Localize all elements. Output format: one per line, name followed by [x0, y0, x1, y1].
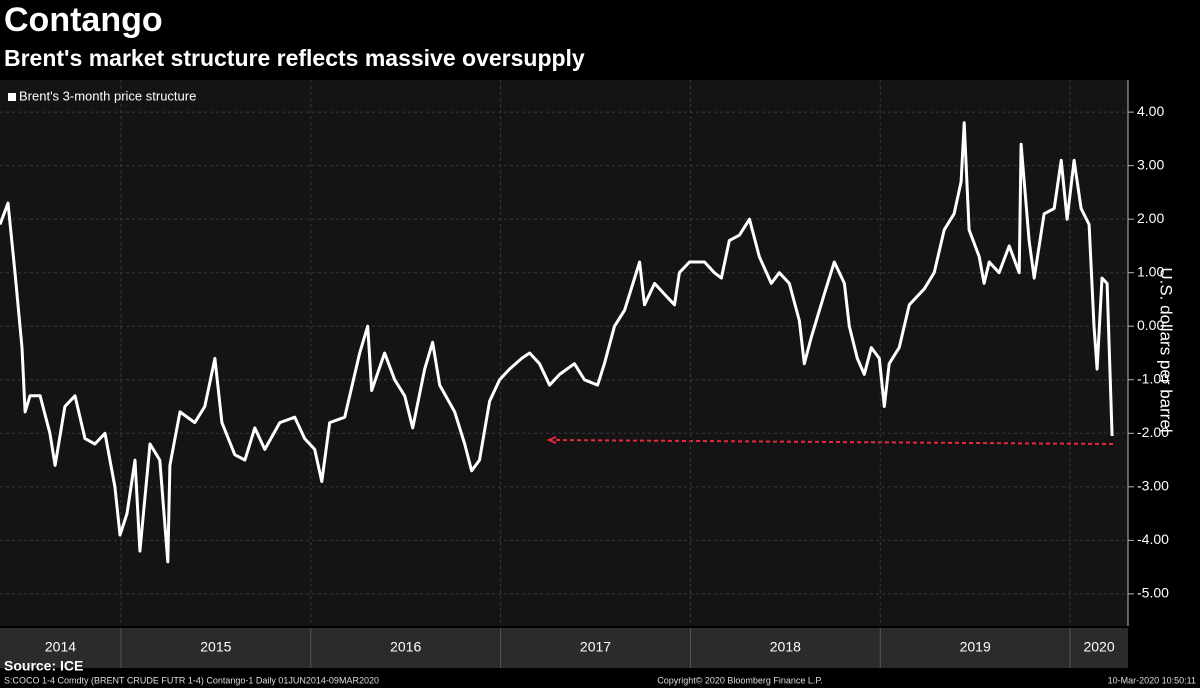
x-tick-label: 2014 — [45, 639, 76, 655]
source: Source: ICE — [4, 658, 83, 674]
y-tick-label: -2.00 — [1137, 424, 1169, 440]
annotation-arrow — [553, 439, 1114, 445]
footer-center: Copyright© 2020 Bloomberg Finance L.P. — [657, 675, 823, 685]
plot-area — [0, 80, 1128, 626]
x-tick-label: 2019 — [960, 639, 991, 655]
y-tick-label: 3.00 — [1137, 156, 1164, 172]
y-tick-label: -4.00 — [1137, 531, 1169, 547]
legend-swatch — [8, 93, 16, 101]
y-tick-label: -3.00 — [1137, 478, 1169, 494]
y-tick-label: 2.00 — [1137, 210, 1164, 226]
x-tick-label: 2018 — [770, 639, 801, 655]
y-tick-label: 4.00 — [1137, 103, 1164, 119]
x-tick-label: 2016 — [390, 639, 421, 655]
annotation-arrowhead — [546, 436, 557, 444]
footer-right: 10-Mar-2020 10:50:11 — [1108, 675, 1196, 685]
x-tick-label: 2020 — [1083, 639, 1114, 655]
y-tick-label: -5.00 — [1137, 585, 1169, 601]
y-tick-label: 0.00 — [1137, 317, 1164, 333]
plot-layer: 4.00 3.00 2.00 1.00 0.00 -1.00 -2.00 -3.00 -4.00… — [0, 80, 1169, 668]
x-tick-label: 2017 — [580, 639, 611, 655]
y-axis-label: U.S. dollars per barrel — [1157, 267, 1176, 432]
y-tick-label: -1.00 — [1137, 370, 1169, 386]
data-line — [0, 121, 1114, 564]
chart-title: Contango — [4, 1, 163, 39]
x-tick-label: 2015 — [200, 639, 231, 655]
x-axis-band — [0, 628, 1128, 668]
footer-left: S:COCO 1-4 Comdty (BRENT CRUDE FUTR 1-4)… — [4, 675, 379, 685]
legend-label: Brent's 3-month price structure — [19, 88, 196, 103]
y-tick-label: 1.00 — [1137, 263, 1164, 279]
chart-subtitle: Brent's market structure reflects massiv… — [4, 45, 585, 71]
